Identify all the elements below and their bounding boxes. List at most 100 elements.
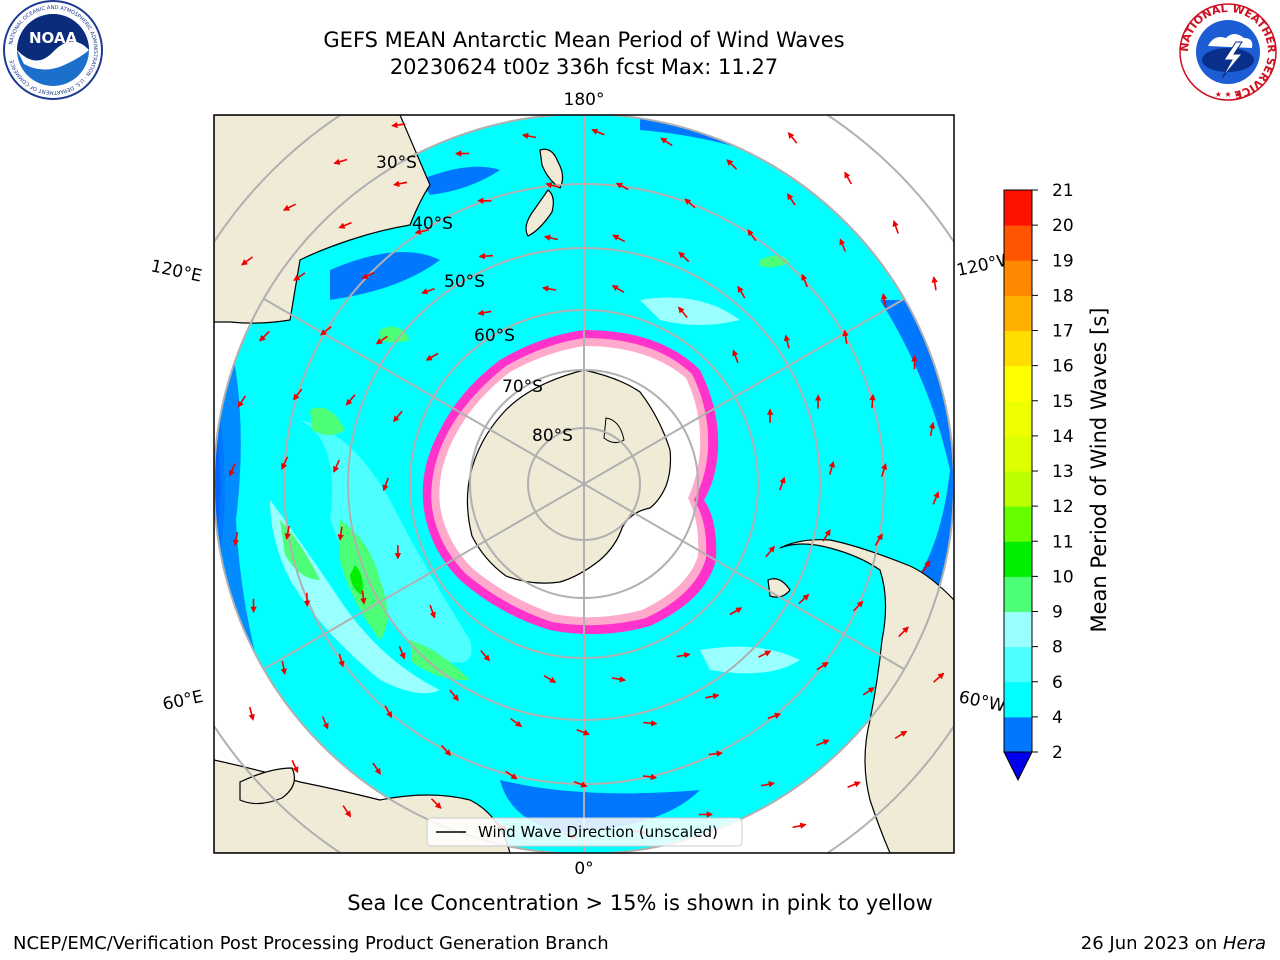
wind-wave-arrow (880, 462, 888, 477)
colorbar-tick-label: 11 (1052, 532, 1074, 552)
wind-wave-arrow (291, 759, 299, 774)
colorbar-tick-label: 14 (1052, 427, 1074, 447)
wind-wave-arrow (361, 271, 375, 279)
wind-wave-arrow (881, 292, 888, 308)
colorbar-band (1004, 260, 1032, 296)
wind-wave-arrow (333, 459, 341, 473)
wind-wave-arrow (441, 745, 452, 757)
colorbar-tick-label: 16 (1052, 357, 1074, 377)
wind-wave-arrow (798, 593, 810, 605)
wind-wave-arrow (505, 770, 518, 780)
wind-wave-arrow (320, 325, 332, 336)
wind-wave-arrow (842, 329, 849, 344)
wind-wave-arrow (398, 645, 406, 660)
lat-label-50s: 50°S (444, 272, 485, 292)
wind-wave-arrow (898, 626, 909, 638)
wind-wave-arrow (611, 285, 625, 293)
wind-wave-arrow (360, 590, 367, 605)
wind-wave-arrow (928, 421, 936, 437)
wind-wave-arrow (284, 525, 291, 540)
colorbar-band (1004, 576, 1032, 612)
map-legend: Wind Wave Direction (unscaled) (426, 817, 743, 847)
lon-label-top: 180° (564, 90, 605, 110)
chart-title: GEFS MEAN Antarctic Mean Period of Wind … (323, 28, 845, 52)
wind-wave-arrow (765, 545, 776, 558)
svg-text:★ ★ ★: ★ ★ ★ (1215, 90, 1242, 99)
wind-wave-arrow (430, 798, 442, 809)
date-text: 26 Jun 2023 on (1080, 933, 1223, 954)
lat-label-80s: 80°S (532, 426, 573, 446)
wind-wave-arrow (708, 750, 723, 757)
colorbar-tick-label: 20 (1052, 216, 1074, 236)
wind-wave-arrow (676, 652, 691, 659)
wind-wave-arrow (660, 137, 673, 147)
wind-wave-arrow (421, 287, 435, 295)
wind-wave-arrow (259, 330, 270, 342)
wind-wave-arrow (382, 477, 389, 492)
wind-wave-arrow (822, 529, 831, 542)
colorbar-tick-label: 2 (1052, 743, 1063, 763)
colorbar-tick-label: 15 (1052, 392, 1074, 412)
colorbar-tick-label: 21 (1052, 181, 1074, 201)
colorbar-tick-label: 6 (1052, 673, 1063, 693)
colorbar-band (1004, 330, 1032, 367)
wind-wave-arrow (338, 653, 345, 668)
colorbar-band (1004, 225, 1032, 261)
colorbar-tick-label: 4 (1052, 708, 1063, 728)
wind-wave-arrow (248, 706, 255, 721)
wind-wave-arrow (425, 352, 439, 361)
colorbar-band (1004, 681, 1032, 718)
colorbar-band (1004, 506, 1032, 542)
wind-wave-arrow (684, 198, 696, 209)
colorbar-band (1004, 435, 1032, 472)
wind-wave-arrow (932, 491, 940, 505)
wind-wave-arrow (293, 272, 306, 281)
wind-wave-arrow (521, 132, 537, 140)
wind-wave-arrow (342, 805, 352, 818)
lat-label-40s: 40°S (412, 214, 453, 234)
wind-wave-arrow (783, 334, 791, 349)
colorbar-band (1004, 190, 1032, 226)
wind-wave-arrow (816, 662, 829, 671)
wind-wave-arrow (240, 256, 253, 266)
wind-wave-arrow (375, 335, 388, 345)
wind-wave-arrow (705, 693, 720, 700)
colorbar-tick-label: 18 (1052, 286, 1074, 306)
wind-wave-arrow (541, 285, 557, 292)
wind-wave-arrow (612, 234, 626, 243)
wind-wave-arrow (921, 560, 931, 573)
legend-label: Wind Wave Direction (unscaled) (478, 823, 718, 841)
wind-wave-arrow (767, 712, 782, 720)
wind-wave-arrow (293, 388, 303, 401)
wind-wave-arrow (931, 276, 938, 291)
lat-label-60s: 60°S (474, 326, 515, 346)
noaa-logo: NOAA NATIONAL OCEANIC AND ATMOSPHERIC AD… (3, 0, 103, 100)
wind-wave-arrow (280, 660, 287, 676)
wind-wave-arrow (787, 193, 796, 206)
wind-wave-arrow (747, 229, 757, 242)
land (214, 115, 954, 853)
wind-wave-arrow (852, 600, 864, 612)
wind-wave-arrow (787, 132, 798, 144)
wind-wave-arrow (892, 219, 899, 234)
colorbar-label: Mean Period of Wind Waves [s] (1087, 308, 1111, 633)
colorbar-band (1004, 471, 1032, 507)
wind-wave-arrow (737, 285, 746, 299)
wind-wave-arrow (337, 526, 344, 541)
wind-wave-arrow (545, 182, 560, 189)
wind-wave-arrow (874, 533, 883, 546)
wind-wave-arrow (933, 672, 945, 683)
wind-wave-arrow (321, 716, 329, 730)
wind-wave-arrow (414, 228, 429, 235)
wind-wave-arrow (839, 238, 847, 252)
colorbar-band (1004, 400, 1032, 437)
wind-wave-arrow (345, 394, 356, 406)
wind-wave-arrow (792, 822, 807, 829)
colorbar-band (1004, 646, 1032, 683)
wind-wave-arrow (449, 689, 459, 702)
wind-wave-arrow (478, 252, 493, 260)
wind-wave-arrow (869, 393, 876, 409)
colorbar-tick-label: 8 (1052, 638, 1063, 658)
wind-wave-arrow (779, 476, 786, 491)
